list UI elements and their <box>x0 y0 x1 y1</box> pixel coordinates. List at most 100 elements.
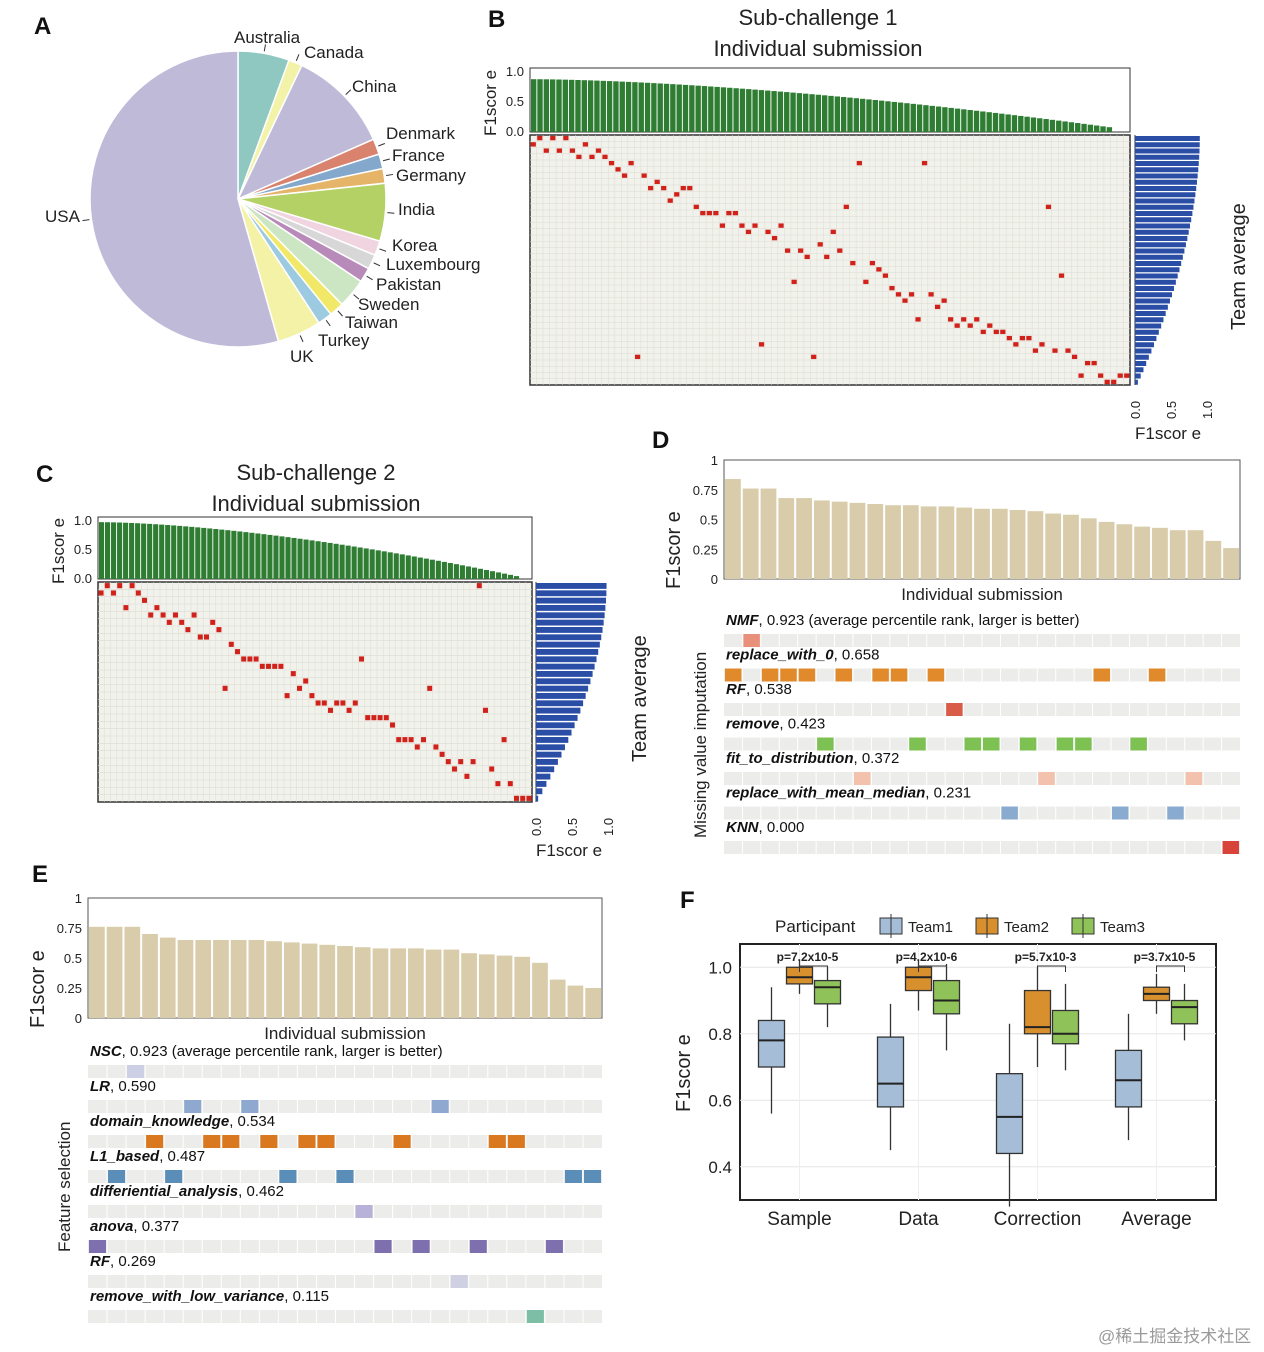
method-cell <box>431 1100 449 1113</box>
submission-dot <box>1000 329 1006 335</box>
submission-dot <box>778 223 784 228</box>
submission-bar <box>248 940 265 1018</box>
method-cell <box>184 1100 202 1113</box>
rows-label: Missing value imputation <box>691 652 710 838</box>
method-cell <box>127 1065 145 1078</box>
team-average-bar <box>536 597 607 604</box>
team-average-bar <box>1135 267 1180 273</box>
score-bar <box>273 535 279 579</box>
submission-dot <box>961 317 967 322</box>
team-average-bar <box>536 583 607 589</box>
score-bar <box>784 92 790 132</box>
submission-bar <box>478 954 495 1018</box>
submission-dot <box>185 627 191 633</box>
score-bar <box>183 526 189 579</box>
method-row-track <box>88 1205 602 1218</box>
submission-dot <box>856 160 862 166</box>
submission-dot <box>495 781 501 787</box>
method-row-track <box>88 1065 602 1078</box>
submission-dot <box>589 154 595 160</box>
submission-bar <box>831 501 848 579</box>
score-bar <box>213 529 219 579</box>
method-cell <box>983 737 1000 751</box>
y-tick-label: 0.5 <box>506 94 524 109</box>
submission-dot <box>228 641 234 647</box>
score-bar <box>581 80 587 132</box>
submission-dot <box>111 590 116 596</box>
submission-dot <box>160 612 166 618</box>
submission-dot <box>507 781 513 787</box>
submission-dot <box>191 612 197 618</box>
team-average-bar <box>536 693 586 699</box>
score-bar <box>619 81 625 132</box>
side-tick-label: 0.5 <box>565 818 580 836</box>
team-average-bar <box>1135 136 1200 141</box>
submission-dot <box>402 737 408 743</box>
submission-dot <box>390 722 395 728</box>
submission-dot <box>687 185 693 191</box>
submission-dot <box>489 766 495 772</box>
submission-bar <box>354 947 371 1018</box>
method-cell <box>817 737 834 751</box>
score-bar <box>771 91 777 132</box>
score-bar <box>720 87 727 132</box>
method-cell <box>1222 841 1239 854</box>
method-cell <box>564 1170 582 1183</box>
submission-dot <box>1058 273 1065 278</box>
submission-dot <box>974 317 980 322</box>
submission-dot <box>142 597 147 603</box>
score-bar <box>129 522 135 579</box>
score-bar <box>746 89 752 132</box>
submission-dot <box>129 583 135 589</box>
score-bar <box>513 576 520 579</box>
score-bar <box>477 568 483 579</box>
y-tick-label: 0 <box>711 572 718 587</box>
score-bar <box>1030 117 1037 132</box>
score-bar <box>1087 124 1094 132</box>
score-bar <box>207 528 213 579</box>
submission-dot <box>726 210 732 216</box>
submission-dot <box>908 292 915 297</box>
side-tick-label: 0.0 <box>1128 401 1143 419</box>
method-cell <box>1075 737 1092 751</box>
imputation-chart: 0 0.25 0.5 0.75 1 F1scor e Individual submissi… <box>663 453 1241 854</box>
submission-dot <box>556 148 562 153</box>
score-bar <box>363 548 369 579</box>
score-bar <box>948 107 954 132</box>
submission-dot <box>1104 379 1110 385</box>
score-bar <box>387 552 393 579</box>
score-bar <box>351 546 357 579</box>
score-bar <box>815 94 822 132</box>
team-average-bar <box>536 590 607 597</box>
score-bar <box>327 542 333 579</box>
submission-dot <box>693 204 699 210</box>
submission-dot <box>346 707 352 713</box>
team-average-bar <box>1135 229 1189 235</box>
chart-subtitle: Individual submission <box>211 491 420 516</box>
team-average-bar <box>536 641 600 648</box>
team-average-bar <box>536 627 603 633</box>
score-bar <box>777 91 784 132</box>
submission-dot <box>328 707 333 713</box>
score-bar <box>297 538 303 579</box>
submission-dot <box>297 685 302 691</box>
team-average-bar <box>1135 329 1159 335</box>
submission-dot <box>421 737 426 743</box>
side-tick-label: 0.5 <box>1164 401 1179 419</box>
score-bar <box>606 81 613 132</box>
submission-dot <box>315 700 321 706</box>
submission-dot <box>520 795 526 801</box>
score-bar <box>885 101 891 132</box>
team-average-bar <box>1135 298 1170 304</box>
score-bar <box>465 566 471 579</box>
team-average-bar <box>536 744 565 751</box>
submission-dot <box>595 148 602 153</box>
submission-dot <box>648 185 654 191</box>
submission-dot <box>941 298 947 303</box>
submission-dot <box>843 204 849 210</box>
method-label: RF, 0.269 <box>90 1253 156 1270</box>
score-bar <box>549 79 556 132</box>
y-tick-label: 0.75 <box>693 483 718 498</box>
box-body <box>876 1036 905 1108</box>
method-row-track <box>88 1275 602 1288</box>
